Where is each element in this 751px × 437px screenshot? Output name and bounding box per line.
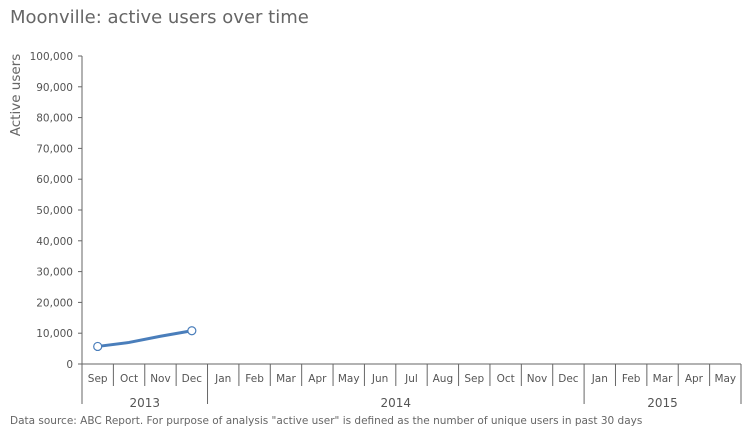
footnote: Data source: ABC Report. For purpose of …: [10, 415, 643, 427]
y-tick-label: 40,000: [36, 236, 73, 248]
month-label: Nov: [150, 373, 171, 385]
month-label: Jul: [404, 373, 418, 385]
y-tick-label: 0: [66, 359, 73, 371]
month-label: Mar: [653, 373, 673, 385]
y-axis: 0 10,000 20,000 30,000 40,000 50,000 60,000 70,…: [30, 51, 83, 371]
month-label: Apr: [308, 373, 327, 385]
y-tick-label: 70,000: [36, 143, 73, 155]
month-label: Feb: [622, 373, 641, 385]
y-tick-label: 20,000: [36, 297, 73, 309]
year-label: 2014: [381, 396, 412, 410]
month-label: Nov: [527, 373, 548, 385]
month-label: Jan: [591, 373, 608, 385]
y-tick-label: 90,000: [36, 82, 73, 94]
endpoint-marker: [187, 326, 197, 336]
y-tick-label: 30,000: [36, 267, 73, 279]
y-axis-label: Active users: [8, 54, 24, 137]
month-label: Oct: [497, 373, 515, 385]
month-label: May: [338, 373, 360, 385]
y-tick-label: 60,000: [36, 174, 73, 186]
year-label: 2015: [647, 396, 678, 410]
y-tick-label: 80,000: [36, 113, 73, 125]
y-tick-label: 50,000: [36, 205, 73, 217]
month-label: Oct: [120, 373, 138, 385]
x-axis: Sep Oct Nov Dec Jan Feb Mar Apr May Jun Jul Aug Sep O…: [81, 363, 742, 410]
month-label: Dec: [558, 373, 579, 385]
month-label: Jan: [214, 373, 231, 385]
chart-title: Moonville: active users over time: [10, 7, 309, 28]
year-label: 2013: [129, 396, 160, 410]
month-label: Apr: [685, 373, 704, 385]
month-label: Jun: [371, 373, 388, 385]
month-label: Sep: [464, 373, 484, 385]
y-tick-label: 100,000: [30, 51, 73, 63]
month-label: May: [714, 373, 736, 385]
endpoint-marker: [93, 341, 103, 352]
series-line: [96, 329, 194, 348]
series-layer: [93, 326, 197, 352]
month-label: Dec: [182, 373, 203, 385]
month-label: Aug: [433, 373, 454, 385]
y-tick-label: 10,000: [36, 328, 73, 340]
month-label: Sep: [88, 373, 108, 385]
month-label: Mar: [276, 373, 296, 385]
month-label: Feb: [245, 373, 264, 385]
